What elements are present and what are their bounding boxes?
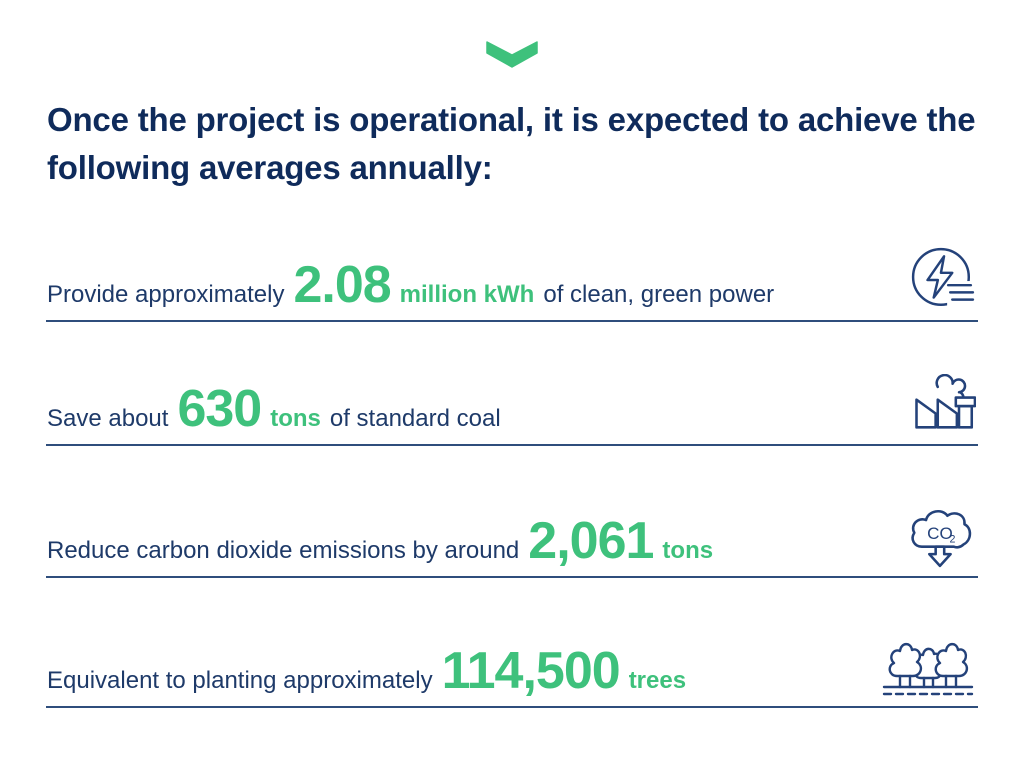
stat-value: 630 xyxy=(177,380,262,438)
stat-unit: million kWh xyxy=(399,281,535,308)
chevron-down-icon xyxy=(486,41,538,68)
stat-prefix: Equivalent to planting approximately xyxy=(47,667,433,694)
stat-text: Save about 630 tons of standard coal xyxy=(47,383,501,435)
factory-emissions-icon xyxy=(908,374,976,436)
stat-prefix: Provide approximately xyxy=(47,281,285,308)
stat-unit: trees xyxy=(628,667,687,694)
stat-row-clean-power: Provide approximately 2.08 million kWh o… xyxy=(46,234,978,322)
stat-value: 114,500 xyxy=(441,642,621,700)
trees-icon xyxy=(880,632,976,698)
clean-energy-icon xyxy=(910,246,976,312)
stat-text: Reduce carbon dioxide emissions by aroun… xyxy=(47,515,722,567)
stat-row-trees: Equivalent to planting approximately 114… xyxy=(46,620,978,708)
co2-reduction-icon: CO 2 xyxy=(906,504,976,568)
stat-value: 2.08 xyxy=(293,256,391,314)
co2-label: CO xyxy=(927,524,953,543)
stat-row-coal: Save about 630 tons of standard coal xyxy=(46,358,978,446)
stat-text: Equivalent to planting approximately 114… xyxy=(47,645,695,697)
co2-label-sub: 2 xyxy=(950,533,956,545)
stat-value: 2,061 xyxy=(528,512,654,570)
stat-prefix: Reduce carbon dioxide emissions by aroun… xyxy=(47,537,520,564)
stat-unit: tons xyxy=(662,537,714,564)
page-title: Once the project is operational, it is e… xyxy=(47,101,976,186)
stat-row-co2: Reduce carbon dioxide emissions by aroun… xyxy=(46,490,978,578)
stat-unit: tons xyxy=(270,405,321,432)
stat-prefix: Save about xyxy=(47,405,169,432)
stat-text: Provide approximately 2.08 million kWh o… xyxy=(47,259,774,311)
stat-suffix: of standard coal xyxy=(329,405,501,432)
stat-suffix: of clean, green power xyxy=(543,281,775,308)
